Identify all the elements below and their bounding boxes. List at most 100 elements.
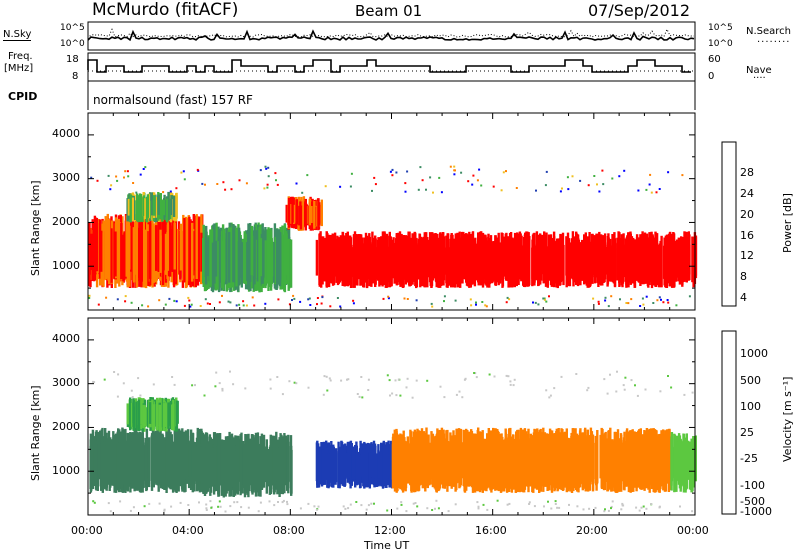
echo-cell: [188, 216, 191, 282]
echo-cell: [622, 446, 625, 482]
echo-cell: [622, 504, 625, 507]
echo-cell: [118, 442, 121, 488]
echo-cell: [286, 233, 289, 285]
echo-cell: [278, 236, 282, 281]
echo-cell: [265, 439, 268, 494]
echo-cell: [554, 503, 557, 505]
echo-cell: [155, 225, 158, 271]
echo-cell: [328, 377, 331, 380]
echo-cell: [417, 188, 420, 191]
echo-cell: [575, 373, 578, 375]
echo-cell: [691, 391, 694, 394]
echo-cell: [441, 439, 445, 489]
echo-cell: [395, 171, 398, 174]
echo-cell: [535, 429, 539, 484]
echo-cell: [267, 175, 270, 178]
power-cbar-tick-12: 12: [740, 249, 754, 262]
echo-cell: [189, 305, 192, 308]
echo-cell: [464, 445, 468, 491]
echo-cell: [630, 241, 633, 277]
echo-cell: [616, 370, 618, 373]
echo-cell: [422, 431, 426, 484]
echo-cell: [517, 243, 520, 280]
echo-cell: [342, 505, 345, 508]
echo-cell: [208, 436, 211, 486]
noise-panel-frame: [87, 21, 696, 51]
echo-cell: [397, 378, 400, 381]
echo-cell: [406, 247, 409, 276]
echo-cell: [211, 447, 214, 484]
echo-cell: [505, 301, 508, 304]
echo-cell: [129, 397, 132, 431]
echo-cell: [415, 299, 418, 302]
echo-cell: [237, 227, 241, 286]
echo-cell: [443, 300, 445, 303]
echo-cell: [148, 222, 152, 279]
echo-cell: [178, 440, 182, 480]
echo-cell: [428, 445, 431, 486]
echo-cell: [122, 382, 125, 385]
echo-cell: [93, 438, 97, 481]
echo-cell: [293, 381, 296, 384]
echo-cell: [635, 432, 638, 492]
echo-cell: [341, 231, 344, 286]
echo-cell: [171, 376, 174, 378]
echo-cell: [333, 232, 337, 275]
echo-cell: [373, 502, 375, 505]
echo-cell: [286, 500, 288, 503]
echo-cell: [650, 503, 653, 505]
echo-cell: [325, 447, 328, 479]
echo-cell: [137, 440, 140, 477]
echo-cell: [144, 235, 147, 288]
echo-cell: [460, 171, 463, 174]
xtick-0000: 00:00: [71, 524, 103, 537]
echo-cell: [395, 394, 398, 397]
echo-cell: [415, 442, 419, 484]
echo-cell: [127, 198, 131, 216]
echo-cell: [463, 233, 466, 277]
echo-cell: [316, 297, 319, 299]
echo-cell: [687, 247, 690, 276]
echo-cell: [295, 182, 298, 185]
echo-cell: [575, 231, 578, 285]
echo-cell: [346, 452, 349, 479]
echo-cell: [222, 444, 225, 487]
echo-cell: [554, 500, 557, 503]
echo-cell: [287, 197, 291, 228]
echo-cell: [391, 168, 394, 171]
echo-cell: [191, 384, 194, 387]
power-heatmap: [88, 165, 698, 308]
echo-cell: [391, 392, 394, 395]
echo-cell: [245, 182, 248, 185]
echo-cell: [386, 374, 389, 377]
echo-cell: [217, 228, 221, 293]
echo-cell: [411, 437, 414, 492]
echo-cell: [151, 192, 154, 216]
echo-cell: [225, 438, 228, 494]
echo-cell: [613, 431, 616, 492]
echo-cell: [636, 394, 639, 397]
echo-cell: [109, 437, 112, 485]
echo-cell: [209, 303, 211, 305]
echo-cell: [169, 190, 172, 193]
echo-cell: [638, 241, 642, 277]
echo-cell: [555, 245, 558, 288]
echo-cell: [553, 441, 556, 491]
echo-cell: [158, 502, 161, 505]
power-cbar-tick-20: 20: [740, 208, 754, 221]
echo-cell: [256, 230, 260, 282]
echo-cell: [233, 450, 236, 493]
echo-cell: [343, 444, 346, 487]
echo-cell: [666, 299, 669, 301]
echo-cell: [126, 198, 129, 222]
echo-cell: [609, 373, 611, 376]
echo-cell: [472, 174, 475, 177]
nave-dotted-legend: ····: [753, 73, 766, 84]
echo-cell: [267, 227, 270, 291]
echo-cell: [355, 501, 358, 503]
echo-cell: [361, 396, 364, 399]
echo-cell: [446, 434, 449, 480]
echo-cell: [166, 224, 170, 271]
echo-cell: [595, 233, 598, 278]
echo-cell: [390, 246, 393, 286]
